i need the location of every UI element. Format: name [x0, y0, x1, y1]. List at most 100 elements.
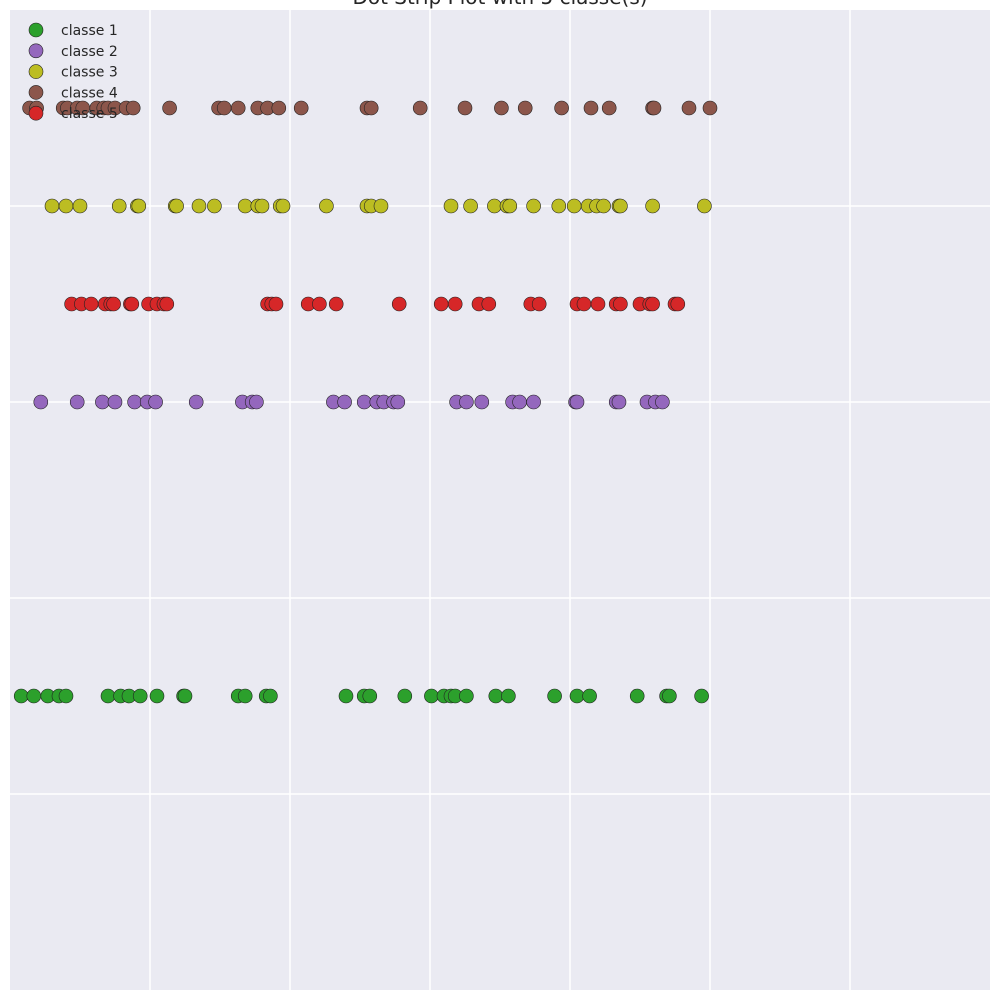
data-point: [512, 394, 527, 410]
series-2: [33, 394, 670, 410]
data-point: [131, 198, 147, 214]
data-point: [547, 688, 562, 704]
data-point: [412, 100, 428, 116]
data-point: [646, 100, 662, 116]
legend-label: classe 3: [61, 65, 118, 81]
data-point: [268, 296, 284, 312]
data-point: [481, 296, 497, 312]
data-point: [463, 198, 478, 214]
legend-marker: [28, 105, 44, 121]
chart-title: Dot Strip Plot with 5 classe(s): [352, 0, 647, 9]
data-point: [230, 100, 246, 116]
data-point: [328, 296, 344, 312]
data-point: [670, 296, 686, 312]
data-point: [397, 688, 413, 704]
data-point: [601, 100, 617, 116]
data-point: [95, 394, 110, 410]
data-point: [263, 688, 278, 704]
data-point: [373, 198, 389, 214]
data-point: [237, 198, 253, 214]
data-point: [611, 394, 627, 410]
data-point: [681, 100, 697, 116]
data-point: [169, 198, 184, 214]
data-point: [613, 296, 628, 312]
data-point: [69, 394, 85, 410]
data-point: [124, 296, 140, 312]
data-point: [207, 198, 222, 214]
data-point: [569, 688, 585, 704]
data-point: [596, 198, 611, 214]
plot-area: [10, 10, 990, 990]
data-point: [356, 394, 372, 410]
legend-label: classe 5: [61, 106, 118, 122]
data-point: [629, 688, 645, 704]
data-point: [424, 688, 439, 704]
data-point: [390, 394, 406, 410]
data-point: [645, 296, 660, 312]
data-point: [44, 198, 60, 214]
series-4: [22, 100, 718, 116]
data-point: [216, 100, 232, 116]
data-point: [576, 296, 592, 312]
data-point: [526, 198, 541, 214]
data-point: [293, 100, 309, 116]
data-point: [132, 688, 148, 704]
data-point: [72, 198, 88, 214]
data-point: [337, 394, 352, 410]
data-point: [338, 688, 354, 704]
data-point: [554, 100, 569, 116]
data-point: [526, 394, 541, 410]
data-point: [162, 100, 177, 116]
data-point: [697, 198, 712, 214]
legend: classe 1 classe 2 classe 3 classe 4 classe 5: [28, 22, 118, 122]
data-point: [702, 100, 718, 116]
data-point: [443, 198, 459, 214]
data-point: [83, 296, 99, 312]
data-point: [501, 688, 516, 704]
data-point: [159, 296, 175, 312]
data-point: [177, 688, 193, 704]
data-point: [271, 100, 287, 116]
data-point: [249, 394, 264, 410]
data-point: [107, 394, 123, 410]
data-point: [494, 100, 509, 116]
data-point: [237, 688, 253, 704]
data-point: [569, 394, 585, 410]
data-point: [433, 296, 449, 312]
data-point: [275, 198, 291, 214]
data-point: [125, 100, 141, 116]
data-point: [459, 688, 474, 704]
data-point: [312, 296, 327, 312]
data-point: [457, 100, 473, 116]
series-3: [44, 198, 712, 214]
data-point: [33, 394, 49, 410]
data-points: [13, 100, 718, 704]
data-point: [26, 688, 42, 704]
data-point: [645, 198, 660, 214]
data-point: [391, 296, 407, 312]
data-point: [188, 394, 204, 410]
data-point: [487, 198, 502, 214]
legend-marker: [28, 43, 44, 59]
legend-label: classe 2: [61, 44, 118, 60]
data-point: [662, 688, 677, 704]
data-point: [106, 296, 121, 312]
data-point: [58, 198, 74, 214]
data-point: [694, 688, 709, 704]
legend-label: classe 1: [61, 23, 118, 39]
data-point: [254, 198, 270, 214]
data-point: [655, 394, 670, 410]
data-point: [191, 198, 207, 214]
data-point: [111, 198, 127, 214]
data-point: [566, 198, 582, 214]
data-point: [127, 394, 142, 410]
data-point: [459, 394, 474, 410]
data-point: [474, 394, 490, 410]
data-point: [100, 688, 116, 704]
data-point: [488, 688, 504, 704]
data-point: [149, 688, 165, 704]
data-point: [583, 100, 599, 116]
legend-marker: [28, 85, 44, 100]
